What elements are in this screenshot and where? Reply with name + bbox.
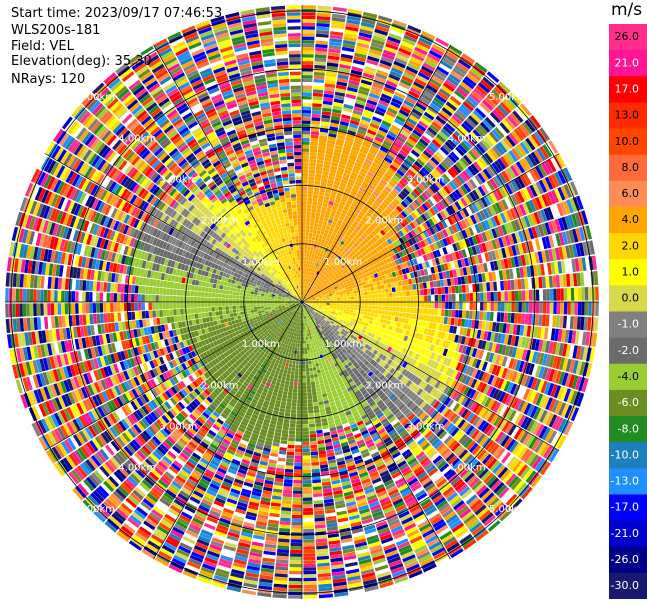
range-ring-label: 1.00km	[324, 339, 362, 350]
range-ring-label: 4.00km	[118, 133, 156, 144]
range-ring-label: 4.00km	[118, 463, 156, 474]
colorbar-tick-label: -6.0	[618, 396, 639, 409]
velocity-colorbar: 26.0 21.0 17.0 13.0 10.0 8.0 6.0 4.0 2.0 1.0 0.0 -1…	[609, 24, 647, 599]
instrument-label: WLS200s-181	[11, 23, 101, 38]
range-ring-label: 5.00km	[489, 92, 527, 103]
colorbar-segment	[609, 389, 647, 417]
colorbar-segment	[609, 180, 647, 208]
field-label: Field: VEL	[11, 39, 74, 54]
colorbar-tick-label: -30.0	[611, 579, 639, 592]
range-ring-label: 2.00km	[365, 216, 403, 227]
range-gate-group	[12, 12, 592, 597]
range-ring-label: 4.00km	[448, 133, 486, 144]
colorbar-segment	[609, 416, 647, 443]
range-gate-group	[22, 5, 598, 581]
azimuth-spoke	[44, 301, 303, 451]
range-ring-label: 3.00km	[407, 174, 445, 185]
colorbar-tick-label: 10.0	[615, 135, 640, 148]
colorbar-segment	[609, 311, 647, 339]
range-ring-label: 4.00km	[448, 463, 486, 474]
colorbar-segment	[609, 206, 647, 234]
range-gate-group	[5, 15, 595, 599]
colorbar-tick-label: -17.0	[611, 501, 639, 514]
range-ring-label: 2.00km	[201, 216, 239, 227]
colorbar-segment	[609, 494, 647, 522]
ppi-scan-plot: 1.00km 1.00km 1.00km 1.00km 2.00km 2.00km 2.00…	[5, 5, 599, 599]
colorbar-tick-label: 0.0	[622, 292, 640, 305]
colorbar-segment	[609, 154, 647, 182]
colorbar-segment	[609, 285, 647, 312]
azimuth-spoke	[301, 301, 451, 560]
colorbar-segment	[609, 128, 647, 156]
colorbar-tick-label: 2.0	[622, 239, 640, 252]
range-ring-label: 3.00km	[160, 422, 198, 433]
range-ring-label: 2.00km	[365, 380, 403, 391]
azimuth-spoke	[301, 44, 451, 303]
colorbar-tick-label: -26.0	[611, 553, 639, 566]
range-gate-group	[7, 19, 586, 599]
colorbar-tick-label: -4.0	[618, 370, 639, 383]
colorbar-tick-label: -13.0	[611, 475, 639, 488]
range-gate-group	[19, 12, 585, 594]
colorbar-segment	[609, 76, 647, 103]
range-ring-label: 5.00km	[77, 92, 115, 103]
nrays-label: NRays: 120	[11, 72, 86, 87]
start-time-label: Start time: 2023/09/17 07:46:53	[11, 6, 223, 21]
range-ring-label: 1.00km	[242, 339, 280, 350]
colorbar-segment	[609, 102, 647, 130]
azimuth-spoke	[153, 44, 303, 303]
colorbar-tick-label: 8.0	[622, 161, 640, 174]
colorbar-tick-label: 13.0	[615, 109, 640, 122]
colorbar-tick-label: -10.0	[611, 448, 639, 461]
range-ring-label: 1.00km	[324, 257, 362, 268]
elevation-label: Elevation(deg): 35.30	[11, 54, 152, 69]
colorbar-segment	[609, 233, 647, 260]
azimuth-spoke	[153, 301, 303, 560]
colorbar-tick-label: 21.0	[615, 56, 640, 69]
range-ring-label: 5.00km	[77, 504, 115, 515]
range-gate-group	[10, 8, 593, 585]
range-ring-label: 3.00km	[407, 422, 445, 433]
azimuth-spoke	[301, 153, 560, 303]
range-gate-group	[8, 5, 599, 585]
colorbar-tick-label: 4.0	[622, 213, 640, 226]
colorbar-segment	[609, 572, 647, 599]
colorbar-segment	[609, 442, 647, 469]
azimuth-spoke	[301, 301, 560, 451]
colorbar-segment	[609, 546, 647, 574]
colorbar-tick-label: -21.0	[611, 527, 639, 540]
range-ring-label: 2.00km	[201, 380, 239, 391]
colorbar-tick-label: -8.0	[618, 422, 639, 435]
colorbar-segment	[609, 24, 647, 51]
range-ring-label: 3.00km	[160, 174, 198, 185]
colorbar-tick-label: 17.0	[615, 82, 640, 95]
azimuth-spoke	[44, 153, 303, 303]
colorbar-tick-label: -2.0	[618, 344, 639, 357]
colorbar-tick-label: 6.0	[622, 187, 640, 200]
colorbar-segment	[609, 50, 647, 77]
range-ring-label: 5.00km	[489, 504, 527, 515]
colorbar-tick-label: 26.0	[615, 30, 640, 43]
colorbar-segment	[609, 259, 647, 286]
range-ring-label: 1.00km	[242, 257, 280, 268]
colorbar-segment	[609, 337, 647, 365]
colorbar-segment	[609, 363, 647, 391]
colorbar-unit-label: m/s	[611, 0, 643, 20]
range-gate-group	[6, 19, 583, 577]
colorbar-segment	[609, 520, 647, 548]
colorbar-tick-label: -1.0	[618, 318, 639, 331]
range-gate-group	[13, 9, 599, 592]
colorbar-tick-label: 1.0	[622, 265, 640, 278]
colorbar-segment	[609, 468, 647, 495]
